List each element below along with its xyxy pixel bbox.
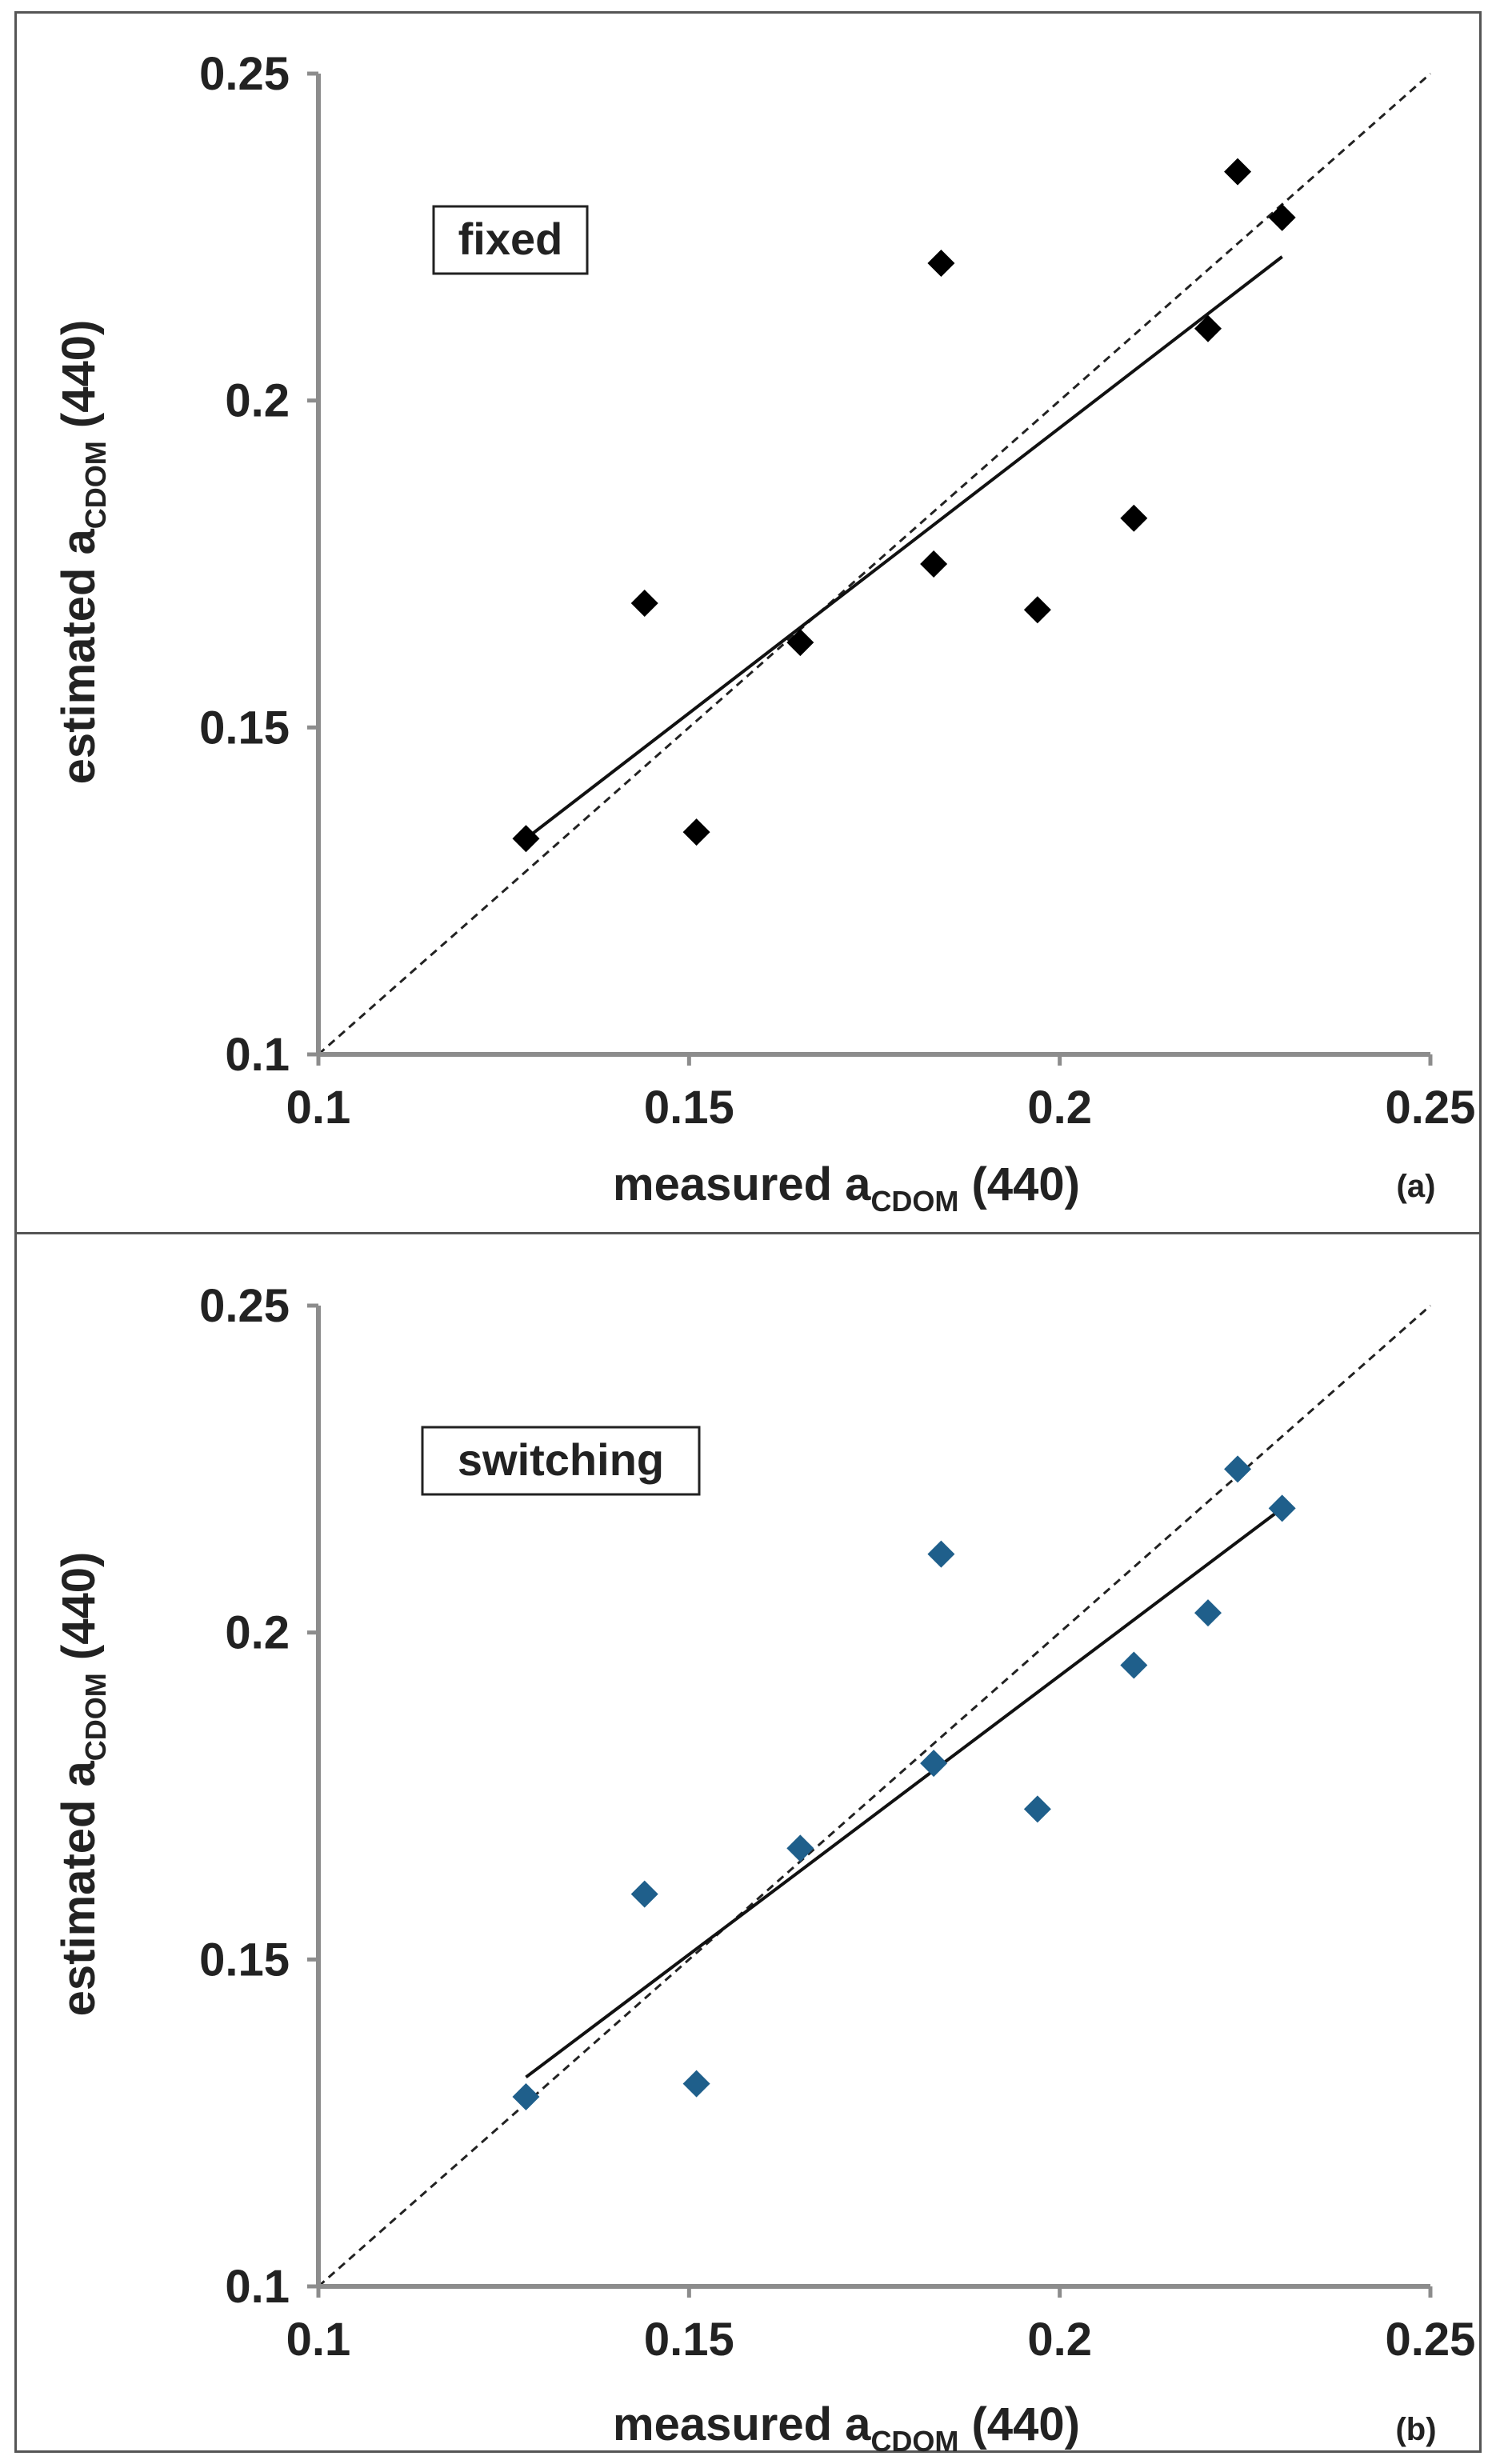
data-point [512, 825, 540, 853]
tick-labels-a: 0.1 0.15 0.2 0.25 0.1 0.15 0.2 0.25 [199, 48, 1475, 1134]
y-tick-label: 0.2 [225, 1607, 290, 1659]
y-axis-label-b: estimated aCDOM (440) [53, 1552, 112, 2017]
data-point [630, 590, 658, 618]
y-tick-label: 0.1 [225, 1029, 290, 1081]
data-point [927, 250, 955, 278]
annotation-text: fixed [458, 214, 563, 264]
data-point [682, 2070, 710, 2098]
axes-a [307, 71, 1433, 1066]
y-tick-label: 0.25 [199, 1280, 290, 1332]
x-tick-label: 0.1 [286, 1082, 351, 1134]
fit-line-b [525, 1506, 1283, 2079]
annotation-box-a: fixed [432, 205, 589, 275]
data-point [1120, 504, 1148, 532]
data-point [920, 1750, 948, 1778]
data-point [1268, 1494, 1296, 1522]
annotation-frame [432, 205, 589, 275]
data-point [927, 1540, 955, 1568]
y-tick-label: 0.2 [225, 375, 290, 427]
identity-line-a [318, 72, 1431, 1056]
data-point [630, 1880, 658, 1908]
data-points-a [512, 158, 1296, 853]
identity-line-a [318, 72, 1431, 1056]
fit-line-b [525, 1506, 1283, 2079]
x-tick-label: 0.25 [1386, 1082, 1476, 1134]
x-tick-label: 0.1 [286, 2314, 351, 2366]
fit-line-a [525, 255, 1283, 840]
data-point [512, 2082, 540, 2110]
data-point [1268, 203, 1296, 231]
y-tick-label: 0.25 [199, 48, 290, 100]
tick-labels-b: 0.1 0.15 0.2 0.25 0.1 0.15 0.2 0.25 [199, 1280, 1475, 2366]
data-point [920, 550, 948, 578]
y-tick-label: 0.1 [225, 2261, 290, 2313]
data-point [1194, 314, 1222, 342]
annotation-text: switching [458, 1434, 664, 1485]
axes-b [307, 1303, 1433, 2298]
chart-panel-b: 0.1 0.15 0.2 0.25 0.1 0.15 0.2 0.25 switching m… [53, 1280, 1475, 2458]
y-tick-label: 0.15 [199, 1934, 290, 1986]
data-point [1224, 158, 1252, 186]
y-tick-label: 0.15 [199, 702, 290, 754]
data-point [1224, 1455, 1252, 1483]
data-point [1023, 596, 1051, 624]
x-axis-label-a: measured aCDOM (440) [613, 1158, 1080, 1218]
data-point [786, 629, 814, 657]
x-tick-label: 0.15 [644, 2314, 734, 2366]
data-point [1194, 1599, 1222, 1627]
data-point [1023, 1795, 1051, 1823]
x-tick-label: 0.2 [1027, 1082, 1092, 1134]
y-axis-label-a: estimated aCDOM (440) [53, 320, 112, 785]
x-tick-label: 0.15 [644, 1082, 734, 1134]
panel-label-b: (b) [1395, 2412, 1436, 2447]
x-tick-label: 0.2 [1027, 2314, 1092, 2366]
data-point [786, 1834, 814, 1862]
data-point [682, 818, 710, 846]
panel-divider [14, 1232, 1482, 1234]
annotation-box-b: switching [421, 1426, 701, 1496]
data-points-b [512, 1455, 1296, 2110]
x-axis-label-b: measured aCDOM (440) [613, 2398, 1080, 2458]
x-tick-label: 0.25 [1386, 2314, 1476, 2366]
chart-panel-a: 0.1 0.15 0.2 0.25 0.1 0.15 0.2 0.25 fixed measu… [53, 48, 1475, 1218]
panel-label-a: (a) [1397, 1169, 1436, 1204]
annotation-frame [421, 1426, 701, 1496]
data-point [1120, 1651, 1148, 1679]
fit-line-a [525, 255, 1283, 840]
identity-line-b [318, 1304, 1431, 2288]
identity-line-b [318, 1304, 1431, 2288]
